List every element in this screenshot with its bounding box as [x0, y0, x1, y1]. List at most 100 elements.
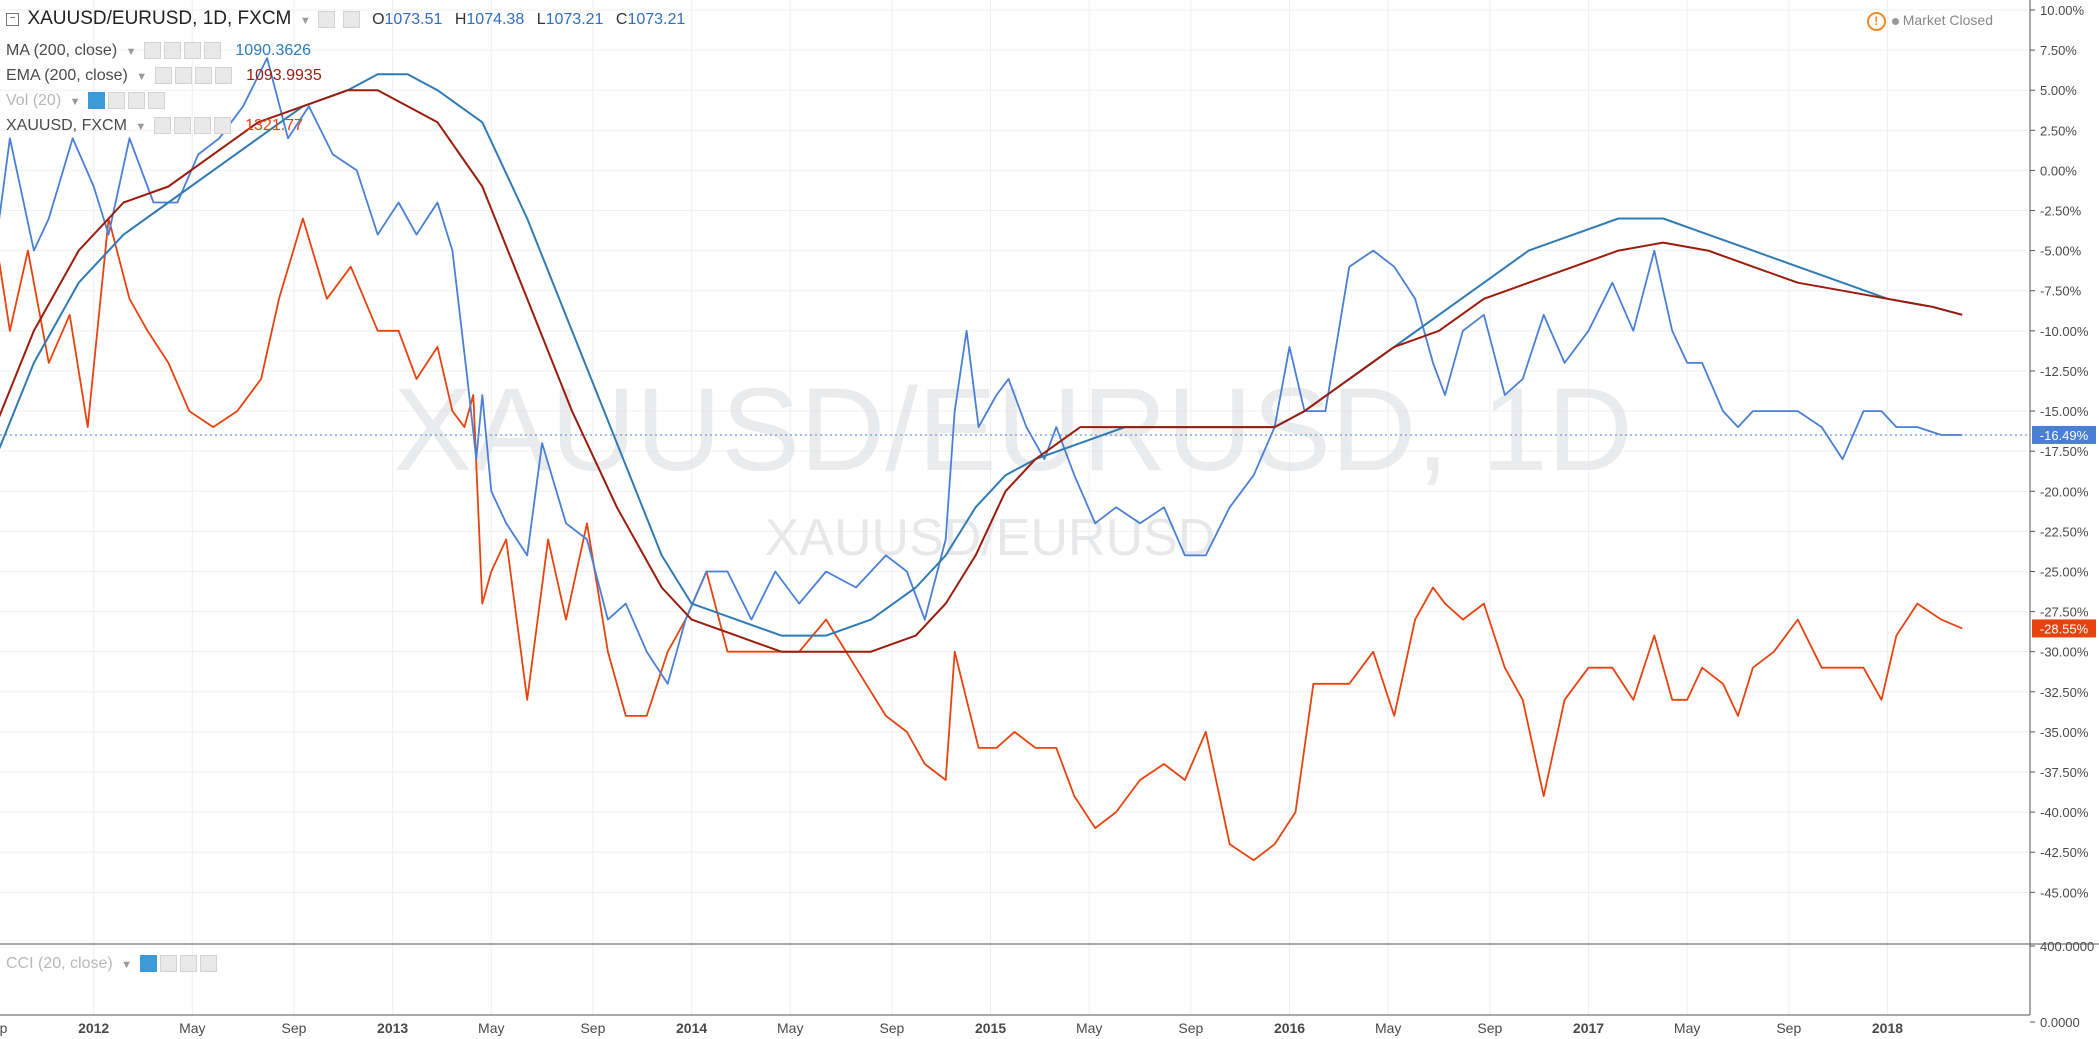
- x-tick-label: May: [1076, 1020, 1102, 1036]
- x-tick-label: May: [1674, 1020, 1700, 1036]
- ma-value: 1090.3626: [235, 42, 312, 59]
- y-tick-label: -7.50%: [2040, 284, 2082, 299]
- ma-legend[interactable]: MA (200, close) ▼ 1090.3626: [6, 40, 311, 63]
- x-tick-label: Sep: [1178, 1020, 1203, 1036]
- y-tick-label: -22.50%: [2040, 524, 2089, 539]
- close-icon[interactable]: [203, 42, 221, 60]
- x-tick-label: May: [1375, 1020, 1401, 1036]
- eye-icon[interactable]: [153, 117, 171, 135]
- settings-icon[interactable]: [318, 11, 336, 29]
- ohlc-open-value: 1073.51: [384, 11, 443, 28]
- eye-icon[interactable]: [139, 955, 157, 973]
- close-icon[interactable]: [199, 955, 217, 973]
- x-tick-label: Sep: [1776, 1020, 1801, 1036]
- ema-label[interactable]: EMA (200, close): [6, 67, 128, 84]
- series-line-ema-200-close-: [0, 89, 1963, 653]
- close-icon[interactable]: [214, 67, 232, 85]
- chevron-down-icon[interactable]: ▼: [135, 121, 147, 133]
- y-tick-label: 5.00%: [2040, 83, 2077, 98]
- symbol-title[interactable]: XAUUSD/EURUSD, 1D, FXCM: [27, 8, 292, 29]
- gear-icon[interactable]: [163, 42, 181, 60]
- x-tick-label: May: [179, 1020, 205, 1036]
- plus-icon[interactable]: [183, 42, 201, 60]
- x-tick-label: 2012: [78, 1020, 109, 1036]
- cci-label[interactable]: CCI (20, close): [6, 955, 113, 972]
- cci-tick-label: 0.0000: [2040, 1015, 2080, 1030]
- x-tick-label: Sep: [1477, 1020, 1502, 1036]
- x-tick-label: 2017: [1573, 1020, 1604, 1036]
- y-tick-label: -27.50%: [2040, 605, 2089, 620]
- x-tick-label: 2014: [676, 1020, 707, 1036]
- eye-icon[interactable]: [87, 92, 105, 110]
- x-tick-label: Sep: [879, 1020, 904, 1036]
- y-tick-label: -42.50%: [2040, 845, 2089, 860]
- ma-label[interactable]: MA (200, close): [6, 42, 118, 59]
- y-tick-label: -25.00%: [2040, 564, 2089, 579]
- symbol-legend: − XAUUSD/EURUSD, 1D, FXCM ▼ O1073.51 H10…: [6, 8, 685, 32]
- ohlc-close-value: 1073.21: [627, 11, 686, 28]
- gear-icon[interactable]: [107, 92, 125, 110]
- y-tick-label: -15.00%: [2040, 404, 2089, 419]
- ohlc-open-label: O: [372, 11, 385, 28]
- eye-icon[interactable]: [143, 42, 161, 60]
- plus-icon[interactable]: [179, 955, 197, 973]
- chevron-down-icon[interactable]: ▼: [125, 46, 137, 58]
- watermark-subtext: XAUUSD/EURUSD: [765, 509, 1216, 567]
- x-tick-label: Sep: [580, 1020, 605, 1036]
- close-icon[interactable]: [213, 117, 231, 135]
- x-tick-label: Sep: [282, 1020, 307, 1036]
- y-tick-label: -32.50%: [2040, 685, 2089, 700]
- watermark-text: XAUUSD/EURUSD, 1D: [393, 364, 1632, 496]
- ohlc-high-label: H: [454, 11, 467, 28]
- eye-icon[interactable]: [154, 67, 172, 85]
- ema-legend[interactable]: EMA (200, close) ▼ 1093.9935: [6, 65, 322, 88]
- y-tick-label: 2.50%: [2040, 123, 2077, 138]
- y-tick-label: 0.00%: [2040, 163, 2077, 178]
- compare-legend[interactable]: XAUUSD, FXCM ▼ 1321.77: [6, 115, 303, 138]
- y-tick-label: -37.50%: [2040, 765, 2089, 780]
- x-tick-label: 2013: [377, 1020, 408, 1036]
- compare-value: 1321.77: [245, 117, 303, 134]
- ohlc-high-value: 1074.38: [466, 11, 525, 28]
- x-tick-label: 2015: [975, 1020, 1006, 1036]
- gear-icon[interactable]: [174, 67, 192, 85]
- plus-icon[interactable]: [127, 92, 145, 110]
- last-value-compare: -28.55%: [2040, 621, 2089, 636]
- y-tick-label: -45.00%: [2040, 885, 2089, 900]
- chevron-down-icon[interactable]: ▼: [136, 71, 148, 83]
- y-tick-label: -12.50%: [2040, 364, 2089, 379]
- last-value-main-bg: [2032, 425, 2096, 444]
- x-tick-label: 2016: [1274, 1020, 1305, 1036]
- y-tick-label: 10.00%: [2040, 3, 2085, 18]
- chevron-down-icon[interactable]: ▼: [299, 15, 311, 27]
- y-tick-label: -35.00%: [2040, 725, 2089, 740]
- cci-legend[interactable]: CCI (20, close) ▼: [6, 953, 217, 976]
- compare-label[interactable]: XAUUSD, FXCM: [6, 117, 127, 134]
- y-tick-label: -40.00%: [2040, 805, 2089, 820]
- status-dot-icon: [1891, 17, 1899, 25]
- gear-icon[interactable]: [159, 955, 177, 973]
- y-tick-label: 7.50%: [2040, 43, 2077, 58]
- collapse-icon[interactable]: −: [6, 13, 19, 27]
- series-line-xauusd-eurusd: [0, 57, 1963, 685]
- gear-icon[interactable]: [173, 117, 191, 135]
- market-status-text: Market Closed: [1902, 12, 1993, 28]
- plus-icon[interactable]: [193, 117, 211, 135]
- y-tick-label: -20.00%: [2040, 484, 2089, 499]
- series-line-xauusd-fxcm: [0, 217, 1963, 862]
- chevron-down-icon[interactable]: ▼: [69, 96, 81, 108]
- plus-icon[interactable]: [194, 67, 212, 85]
- x-tick-label: Sep: [0, 1020, 8, 1036]
- close-icon[interactable]: [147, 92, 165, 110]
- y-tick-label: -2.50%: [2040, 204, 2082, 219]
- gear-icon[interactable]: [342, 11, 360, 29]
- ohlc-low-value: 1073.21: [545, 11, 604, 28]
- x-tick-label: May: [777, 1020, 803, 1036]
- vol-legend[interactable]: Vol (20) ▼: [6, 90, 165, 113]
- x-tick-label: 2018: [1872, 1020, 1903, 1036]
- ohlc-close-label: C: [615, 11, 628, 28]
- warning-icon[interactable]: !: [1866, 12, 1886, 31]
- vol-label[interactable]: Vol (20): [6, 92, 62, 109]
- chevron-down-icon[interactable]: ▼: [121, 959, 133, 971]
